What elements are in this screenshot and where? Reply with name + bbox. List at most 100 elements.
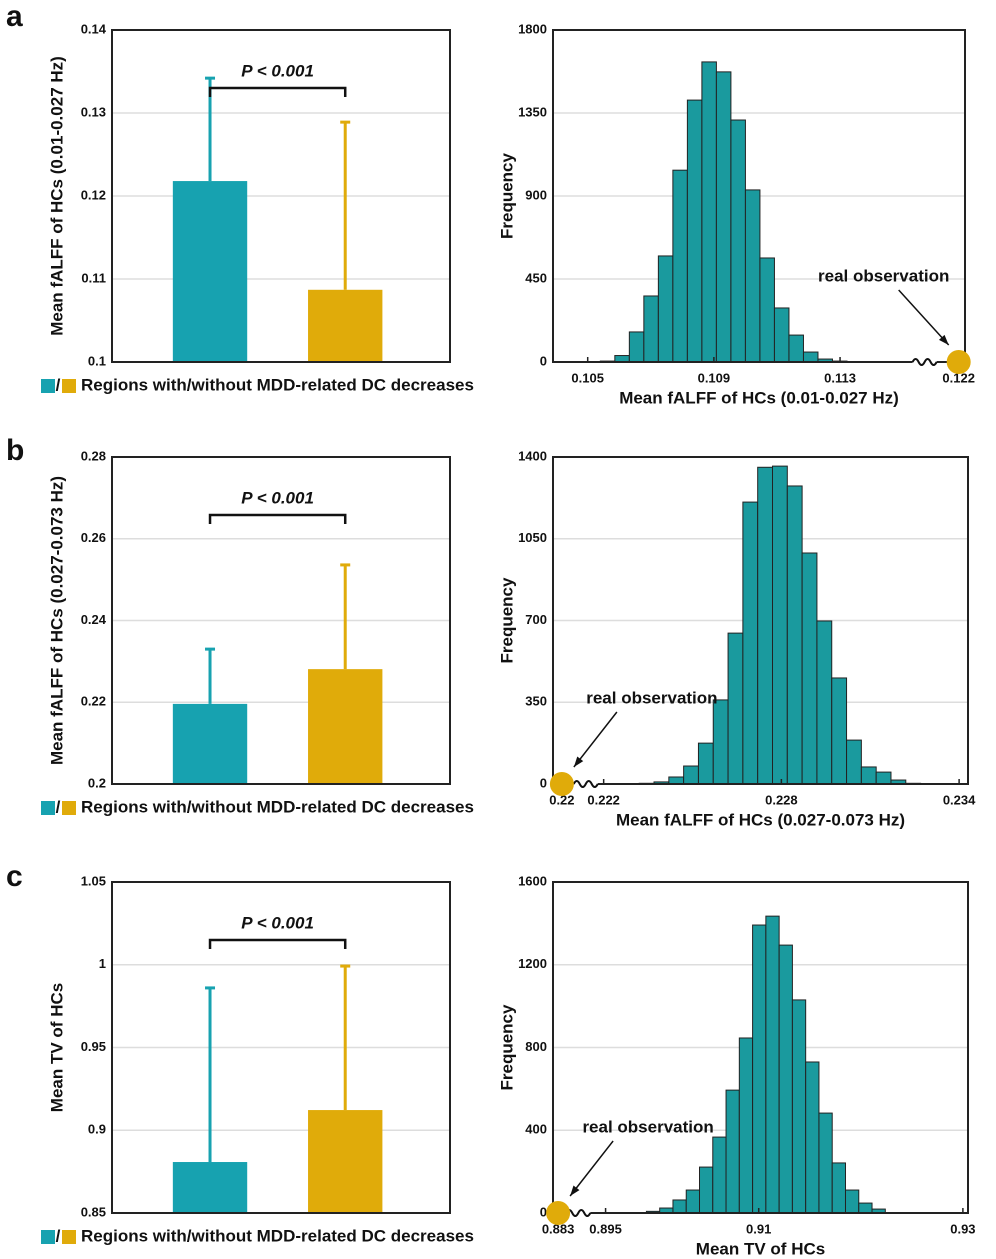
error-bar (340, 563, 351, 670)
observation-label: real observation (586, 688, 717, 707)
significance-bracket (208, 513, 347, 524)
histogram-bar (685, 1189, 701, 1214)
histogram-bar (757, 466, 773, 785)
y-axis-label: Frequency (497, 1004, 516, 1091)
x-axis-label: Mean fALFF of HCs (0.027-0.073 Hz) (616, 810, 905, 829)
frame (552, 881, 969, 1214)
histogram-bar (778, 944, 793, 1214)
legend-label: Regions with/without MDD-related DC decr… (81, 375, 474, 394)
y-tick-label: 0.1 (88, 353, 106, 368)
x-axis-label: Mean TV of HCs (696, 1239, 825, 1258)
legend-label: Regions with/without MDD-related DC decr… (81, 1226, 474, 1245)
significance-label: P < 0.001 (241, 488, 314, 507)
observation-arrow (569, 1140, 614, 1197)
legend-swatch (41, 801, 55, 815)
y-tick-label: 0.11 (81, 270, 106, 285)
y-tick-label: 800 (525, 1039, 547, 1054)
histogram-bar (759, 257, 775, 363)
histogram-bar (730, 119, 746, 363)
histogram-bar (643, 295, 659, 363)
histogram-bar (844, 1189, 860, 1214)
y-tick-label: 0.24 (81, 612, 107, 627)
bar (172, 181, 248, 362)
legend-separator: / (56, 1226, 61, 1245)
y-tick-label: 0.2 (88, 775, 106, 790)
y-tick-label: 1 (99, 956, 106, 971)
axis-break (572, 780, 599, 788)
panel-letter: b (6, 434, 24, 467)
arrow-head (573, 756, 584, 767)
y-tick-label: 0 (540, 353, 547, 368)
y-tick-label: 1600 (518, 873, 547, 888)
frame (552, 456, 969, 785)
bar (308, 289, 383, 362)
bar (308, 1110, 383, 1213)
histogram-bar (752, 924, 767, 1214)
x-tick-label: 0.105 (571, 370, 604, 385)
x-tick-label: 0.109 (698, 370, 731, 385)
significance-label: P < 0.001 (241, 913, 314, 932)
histogram-bar (668, 776, 685, 785)
y-tick-label: 1400 (518, 448, 547, 463)
y-tick-label: 450 (525, 270, 547, 285)
error-bar (340, 964, 351, 1111)
histogram-bar (657, 255, 674, 363)
histogram-bar (697, 742, 714, 785)
x-tick-label: 0.895 (589, 1221, 622, 1236)
frame (552, 29, 966, 363)
x-axis-label: Mean fALFF of HCs (0.01-0.027 Hz) (619, 388, 899, 407)
y-tick-label: 900 (525, 187, 547, 202)
x-tick-label: 0.113 (824, 370, 856, 385)
histogram-bar (628, 331, 645, 363)
histogram-bar (712, 1136, 727, 1214)
x-tick-label: 0.22 (549, 792, 574, 807)
histogram-bar (715, 71, 732, 363)
significance-bracket (208, 938, 347, 949)
y-tick-label: 0.12 (81, 187, 106, 202)
legend-swatch (62, 1230, 76, 1244)
histogram-bar (738, 1037, 754, 1214)
histogram-bar (875, 771, 892, 785)
histogram-bar (701, 61, 717, 363)
histogram-bar (860, 766, 877, 785)
y-axis-label: Mean fALFF of HCs (0.027-0.073 Hz) (47, 476, 66, 765)
x-tick-label: 0.91 (746, 1221, 771, 1236)
legend-swatch (41, 1230, 55, 1244)
real-observation (546, 1201, 571, 1225)
histogram-bar (727, 632, 744, 785)
real-observation (946, 350, 971, 374)
histogram-bar (801, 552, 818, 785)
histogram-bar (742, 501, 759, 785)
y-tick-label: 0.22 (81, 694, 106, 709)
histogram-bar (786, 485, 803, 785)
bar (308, 669, 383, 784)
y-tick-label: 400 (525, 1122, 547, 1137)
bar (172, 1162, 248, 1213)
histogram-bar (846, 739, 862, 785)
y-tick-label: 1800 (518, 21, 547, 36)
error-bar (205, 986, 216, 1163)
histogram-bar (686, 99, 703, 363)
y-axis-label: Mean fALFF of HCs (0.01-0.027 Hz) (47, 56, 66, 336)
x-tick-label: 0.222 (587, 792, 620, 807)
axis-break (565, 1209, 592, 1217)
histogram-bar (765, 915, 780, 1214)
panel-letter: c (6, 860, 23, 893)
arrow-head (570, 1185, 580, 1196)
y-tick-label: 0.85 (81, 1204, 106, 1219)
histogram-bar (791, 999, 807, 1214)
y-tick-label: 0.28 (81, 448, 106, 463)
legend-swatch (62, 379, 76, 393)
x-tick-label: 0.93 (950, 1221, 975, 1236)
y-tick-label: 0 (540, 775, 547, 790)
y-axis-label: Frequency (497, 577, 516, 664)
legend-separator: / (56, 797, 61, 816)
histogram-bar (772, 465, 788, 785)
histogram-bar (802, 351, 819, 363)
histogram-bar (672, 169, 688, 363)
observation-label: real observation (582, 1117, 713, 1136)
y-tick-label: 1050 (518, 530, 547, 545)
y-tick-label: 0.95 (81, 1039, 106, 1054)
y-axis-label: Mean TV of HCs (47, 983, 66, 1112)
